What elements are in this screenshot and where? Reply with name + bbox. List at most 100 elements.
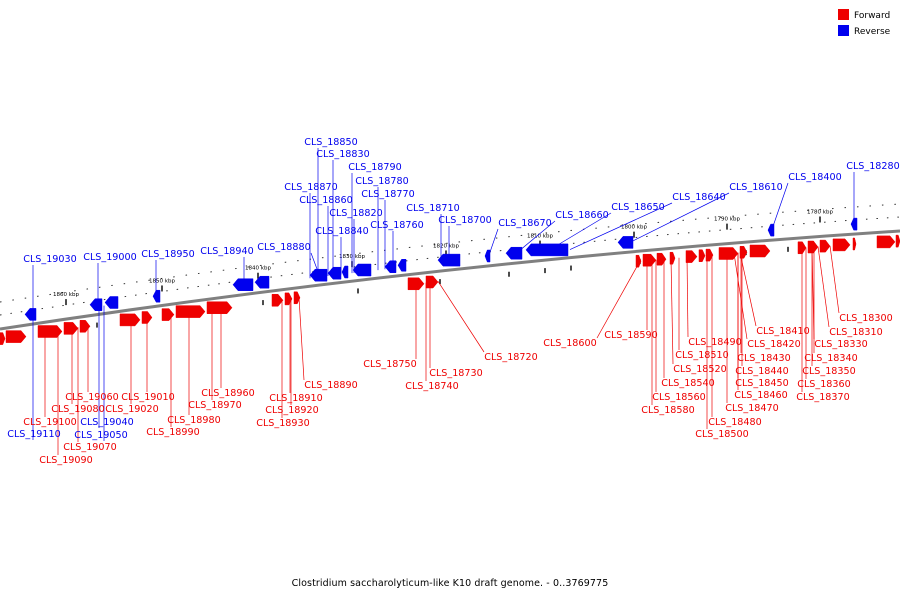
gene-arrow <box>161 308 175 321</box>
gene-arrow <box>141 311 153 324</box>
gene-arrow <box>739 246 748 259</box>
gene-arrow <box>206 301 233 314</box>
gene-label: CLS_18770 <box>361 189 414 200</box>
gene-label: CLS_18790 <box>348 162 401 173</box>
gene-label: CLS_18670 <box>498 218 551 229</box>
gene-arrow <box>284 292 293 306</box>
gene-arrow <box>807 240 819 254</box>
gene-label: CLS_19020 <box>105 404 158 415</box>
gene-arrow <box>89 298 103 311</box>
gene-arrow <box>832 238 851 252</box>
gene-label: CLS_18480 <box>708 417 761 428</box>
gene-arrow <box>635 254 642 268</box>
legend-reverse-label: Reverse <box>854 27 891 37</box>
gene-label: CLS_18830 <box>316 149 369 160</box>
gene-arrow <box>397 259 407 272</box>
gene-label: CLS_18720 <box>484 352 537 363</box>
gene-label: CLS_18820 <box>329 208 382 219</box>
reverse-swatch <box>838 25 849 36</box>
gene-label: CLS_19010 <box>121 392 174 403</box>
gene-label: CLS_18420 <box>747 339 800 350</box>
gene-arrow <box>0 332 6 345</box>
label-leader <box>733 253 748 340</box>
label-leader <box>829 245 840 314</box>
gene-label: CLS_19070 <box>63 442 116 453</box>
gene-label: CLS_18740 <box>405 381 458 392</box>
gene-arrow <box>293 291 301 305</box>
kbp-tick-label: 1840 kbp <box>245 266 271 272</box>
gene-label: CLS_18440 <box>735 366 788 377</box>
gene-label: CLS_19000 <box>83 252 136 263</box>
gene-label: CLS_18640 <box>672 192 725 203</box>
genome-caption: Clostridium saccharolyticum-like K10 dra… <box>291 578 609 589</box>
legend: Forward Reverse <box>838 9 890 41</box>
gene-arrow <box>718 247 739 260</box>
gene-label: CLS_18360 <box>797 379 850 390</box>
gene-arrow <box>232 278 254 291</box>
gene-label: CLS_18470 <box>725 403 778 414</box>
gene-arrow <box>437 253 461 267</box>
gene-label: CLS_18490 <box>688 337 741 348</box>
gene-arrow <box>525 243 569 257</box>
gene-arrow <box>407 277 425 291</box>
label-leader <box>569 202 673 250</box>
gene-arrow <box>271 294 284 307</box>
gene-features <box>0 217 900 345</box>
gene-label-leaders <box>32 148 855 455</box>
kbp-tick-label: 1850 kbp <box>149 278 175 284</box>
gene-arrow <box>175 305 206 318</box>
gene-arrow <box>895 234 900 248</box>
gene-label: CLS_18980 <box>167 415 220 426</box>
gene-arrow <box>642 253 657 267</box>
gene-label: CLS_18950 <box>141 249 194 260</box>
gene-label: CLS_18600 <box>543 338 596 349</box>
gene-label: CLS_18510 <box>675 350 728 361</box>
gene-arrow <box>352 263 372 277</box>
kbp-tick-label: 1810 kbp <box>527 234 553 240</box>
gene-label: CLS_18710 <box>406 203 459 214</box>
gene-arrow <box>617 236 634 249</box>
gene-arrow <box>254 275 270 289</box>
label-leader <box>817 246 830 328</box>
label-leader <box>596 260 641 339</box>
gene-label: CLS_18520 <box>673 364 726 375</box>
gene-arrow <box>669 251 676 265</box>
legend-reverse: Reverse <box>838 25 890 41</box>
gene-label: CLS_18940 <box>200 246 253 257</box>
forward-swatch <box>838 9 849 20</box>
gene-label: CLS_19110 <box>7 429 60 440</box>
gene-arrow <box>685 250 698 263</box>
gene-arrow <box>384 260 397 273</box>
gene-label: CLS_18650 <box>611 202 664 213</box>
gene-label: CLS_18590 <box>604 330 657 341</box>
gene-label: CLS_18400 <box>788 172 841 183</box>
gene-label: CLS_19060 <box>65 392 118 403</box>
genome-backbone <box>0 229 900 331</box>
gene-label: CLS_18460 <box>734 390 787 401</box>
gene-label: CLS_18330 <box>814 339 867 350</box>
gene-arrow <box>79 320 91 333</box>
gene-label: CLS_18340 <box>804 353 857 364</box>
gene-label: CLS_18750 <box>363 359 416 370</box>
gene-label: CLS_18780 <box>355 176 408 187</box>
gene-arrow <box>767 223 775 237</box>
gene-arrow <box>819 239 831 253</box>
gene-arrow <box>705 248 714 262</box>
label-leader <box>739 252 757 327</box>
gene-label: CLS_18880 <box>257 242 310 253</box>
gene-label: CLS_18890 <box>304 380 357 391</box>
gene-label: CLS_18580 <box>641 405 694 416</box>
gene-arrow <box>327 266 342 280</box>
gene-arrow <box>852 237 857 251</box>
gene-label: CLS_18850 <box>304 137 357 148</box>
label-leader <box>298 297 305 381</box>
kbp-tick-label: 1820 kbp <box>433 243 459 249</box>
gene-label: CLS_18500 <box>695 429 748 440</box>
gene-arrow <box>152 289 161 303</box>
gene-label: CLS_18990 <box>146 427 199 438</box>
gene-label: CLS_18450 <box>735 378 788 389</box>
gene-label: CLS_19050 <box>74 430 127 441</box>
gene-arrow <box>505 246 523 260</box>
